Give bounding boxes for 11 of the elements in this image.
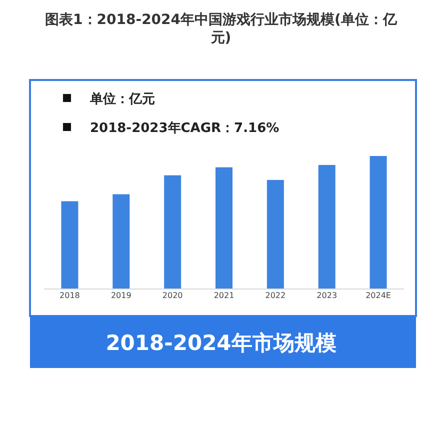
x-tick-label: 2022 <box>265 291 286 300</box>
x-tick-label: 2024E <box>366 291 391 300</box>
text: 2018-2023年CAGR：7.16% <box>90 121 280 136</box>
x-tick-label: 2019 <box>110 291 132 300</box>
x-tick-label: 2023 <box>316 291 338 300</box>
text: 单位：亿元 <box>89 91 155 107</box>
x-tick-label: 2018 <box>60 291 80 300</box>
title: 图表1：2018-2024年中国游戏行业市场规模(单位：亿元) <box>45 12 397 46</box>
x-tick-label: 2020 <box>162 291 183 300</box>
text: 2018-2024年市场规模 <box>106 331 336 355</box>
x-tick-label: 2021 <box>214 291 234 300</box>
